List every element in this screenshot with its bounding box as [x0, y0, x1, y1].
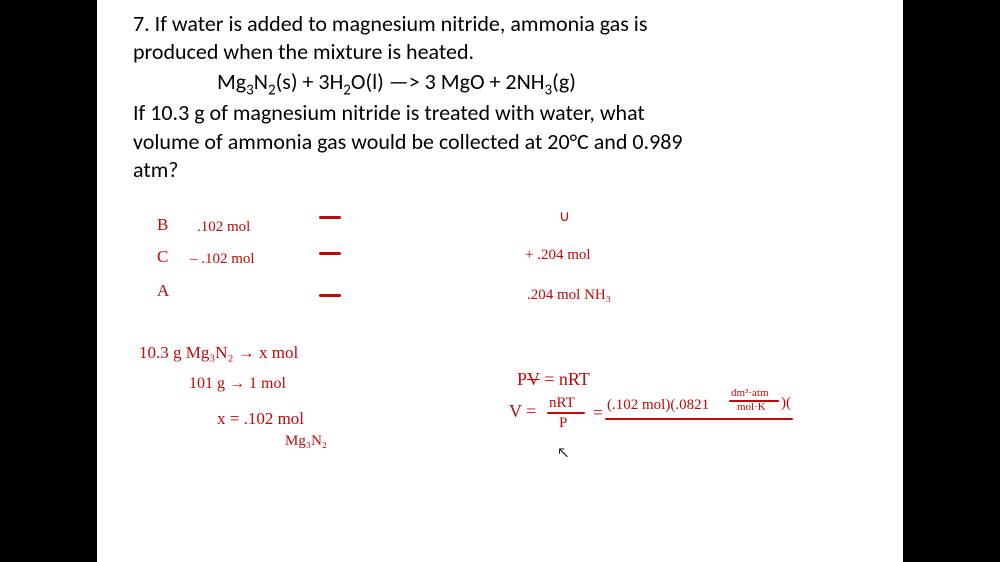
hand-eq2: =	[593, 402, 603, 424]
eq-p1: N	[254, 68, 268, 95]
problem-text-1: 7. If water is added to magnesium nitrid…	[133, 10, 647, 37]
mouse-cursor-icon: ↖	[557, 444, 569, 461]
bca-A: A	[157, 280, 169, 302]
hand-molar-line: 101 g → 1 mol	[189, 374, 286, 395]
problem-text-2: produced when the mixture is heated.	[133, 38, 474, 65]
eq-sub1: 3	[246, 81, 254, 99]
hand-numer: (.102 mol)(.0821	[607, 396, 709, 416]
eq-p2: (s) + 3H	[276, 68, 344, 95]
eq-p0: Mg	[217, 68, 246, 95]
hand-units-top: dm³·atm	[731, 386, 769, 400]
problem-text-4: volume of ammonia gas would be collected…	[133, 128, 683, 155]
hand-nrt: nRT	[549, 394, 575, 414]
problem-continued: If 10.3 g of magnesium nitride is treate…	[133, 99, 853, 185]
hand-x-sub: Mg₃N₂	[285, 432, 327, 452]
bca-C-val: – .102 mol	[190, 250, 255, 270]
hand-veq: V =	[509, 400, 536, 423]
tick-1	[319, 216, 341, 219]
hand-mass-line: 10.3 g Mg₃N₂ → x mol	[139, 342, 298, 364]
whiteboard-paper: 7. If water is added to magnesium nitrid…	[97, 0, 903, 562]
hand-x-eq: x = .102 mol	[217, 408, 304, 430]
bca-B-val: .102 mol	[197, 218, 250, 238]
bca-C: C	[157, 246, 168, 268]
hand-pv: PV = nRT	[517, 368, 590, 391]
problem-text-3: If 10.3 g of magnesium nitride is treate…	[133, 99, 645, 126]
chemical-equation: Mg3N2(s) + 3H2O(l) —> 3 MgO + 2NH3(g)	[217, 68, 576, 95]
hand-204nh3: .204 mol NH₃	[527, 286, 611, 306]
problem-line1: 7. If water is added to magnesium nitrid…	[133, 10, 853, 66]
frac-line-2	[605, 418, 793, 420]
hand-units-bot: mol·K	[737, 400, 766, 414]
tick-2	[319, 252, 341, 255]
tick-3	[319, 294, 341, 297]
eq-sub3: 2	[343, 81, 351, 99]
hand-plus204: + .204 mol	[525, 246, 591, 266]
bca-B: B	[157, 214, 168, 236]
hand-close-paren: )(	[781, 394, 791, 414]
eq-sub4: 3	[544, 81, 552, 99]
problem-text-5: atm?	[133, 156, 178, 183]
eq-p3: O(l) —> 3 MgO + 2NH	[351, 68, 545, 95]
hand-u: ∪	[559, 208, 570, 228]
eq-sub2: 2	[268, 81, 276, 99]
hand-p: P	[559, 414, 567, 434]
eq-p4: (g)	[552, 68, 576, 95]
